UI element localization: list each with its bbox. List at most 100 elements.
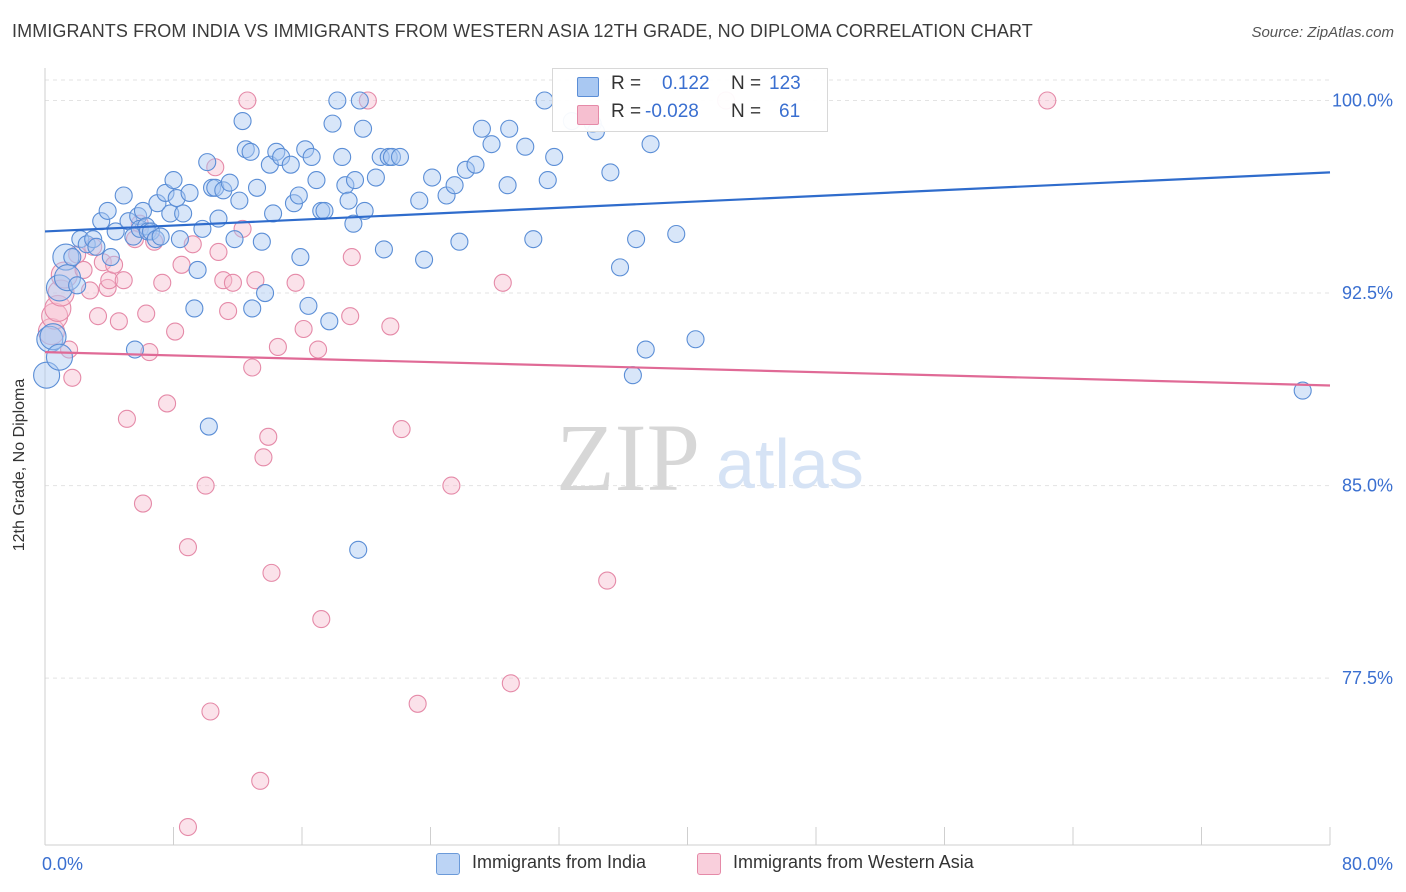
india-point: [39, 323, 67, 351]
wasia-point: [153, 273, 172, 292]
india-point: [601, 163, 620, 182]
correlation-legend: R = 0.122 N = 123 R = -0.028 N = 61: [552, 68, 828, 132]
india-point: [151, 227, 170, 246]
india-point: [272, 147, 291, 167]
chart-title: IMMIGRANTS FROM INDIA VS IMMIGRANTS FROM…: [12, 21, 1033, 41]
india-point: [220, 173, 239, 192]
india-point: [114, 186, 133, 205]
india-point: [161, 204, 180, 223]
india-point: [415, 250, 434, 269]
india-point: [500, 119, 519, 138]
wasia-point: [166, 322, 185, 341]
wasia-n-value: 61: [779, 101, 801, 122]
wasia-legend-swatch: [697, 853, 721, 875]
india-point: [174, 204, 193, 223]
india-point: [390, 147, 410, 167]
india-point: [374, 240, 393, 259]
india-point: [450, 232, 469, 251]
india-point: [188, 260, 207, 279]
wasia-point: [74, 260, 93, 279]
india-point: [498, 176, 517, 195]
wasia-swatch: [577, 105, 599, 125]
wasia-point: [223, 273, 242, 292]
india-point: [98, 201, 117, 220]
india-point: [267, 142, 286, 161]
y-tick-label: 100.0%: [1332, 91, 1393, 111]
india-point: [686, 330, 705, 349]
india-point: [445, 176, 464, 195]
india-point: [315, 201, 334, 220]
india-point: [333, 147, 352, 167]
wasia-point: [259, 427, 278, 446]
india-point: [366, 168, 385, 187]
india-point: [146, 230, 165, 249]
wasia-point: [392, 420, 411, 439]
india-point: [302, 147, 321, 167]
india-point: [328, 91, 347, 110]
wasia-point: [98, 278, 117, 297]
wasia-point: [41, 302, 69, 330]
wasia-point: [201, 702, 220, 721]
india-point: [199, 417, 218, 436]
india-point: [299, 296, 318, 315]
india-point: [198, 153, 217, 172]
india-point: [289, 186, 308, 205]
wasia-point: [137, 304, 156, 323]
india-n-label: N =: [731, 73, 762, 94]
wasia-point: [133, 494, 153, 513]
india-point: [291, 248, 310, 267]
india-point: [466, 155, 485, 174]
india-point: [353, 119, 373, 138]
india-point: [281, 155, 300, 174]
india-point: [1293, 381, 1312, 400]
wasia-point: [493, 273, 512, 292]
wasia-point: [246, 271, 265, 290]
india-r-value: 0.122: [662, 73, 710, 94]
wasia-point: [178, 817, 198, 837]
india-point: [323, 114, 342, 133]
india-point: [472, 119, 491, 138]
wasia-point: [312, 610, 331, 629]
wasia-point: [243, 358, 262, 377]
india-point: [52, 243, 80, 271]
wasia-point: [408, 694, 427, 713]
wasia-point: [286, 273, 305, 292]
wasia-point: [109, 312, 128, 331]
india-point: [339, 191, 358, 210]
wasia-point: [1038, 91, 1057, 110]
wasia-point: [172, 255, 191, 274]
india-point: [68, 276, 87, 295]
watermark-atlas: atlas: [716, 425, 864, 503]
wasia-point: [381, 317, 400, 336]
india-legend-label: Immigrants from India: [472, 852, 647, 872]
wasia-point: [598, 571, 617, 590]
wasia-legend-label: Immigrants from Western Asia: [733, 852, 974, 872]
india-point: [482, 135, 501, 154]
india-point: [230, 191, 249, 210]
india-point: [636, 340, 655, 359]
wasia-point: [501, 674, 520, 693]
india-point: [355, 201, 374, 220]
india-point: [535, 91, 554, 110]
y-tick-label: 92.5%: [1342, 283, 1393, 303]
india-point: [423, 168, 442, 187]
wasia-point: [88, 307, 108, 326]
legend-row-wasia: R = -0.028 N = 61: [553, 101, 827, 129]
india-point: [247, 178, 267, 197]
india-point: [641, 135, 660, 154]
wasia-point: [140, 343, 159, 362]
india-point: [225, 230, 244, 249]
india-r-label: R =: [611, 73, 642, 94]
india-point: [320, 312, 339, 331]
india-point: [63, 248, 82, 267]
india-point: [156, 183, 175, 202]
india-point: [349, 540, 368, 559]
wasia-point: [238, 91, 257, 110]
india-point: [45, 343, 74, 371]
x-tick-label: 0.0%: [42, 854, 83, 874]
wasia-r-label: R =: [611, 101, 642, 122]
india-trend-line: [44, 171, 1331, 233]
wasia-point: [196, 476, 215, 495]
india-point: [538, 171, 557, 190]
